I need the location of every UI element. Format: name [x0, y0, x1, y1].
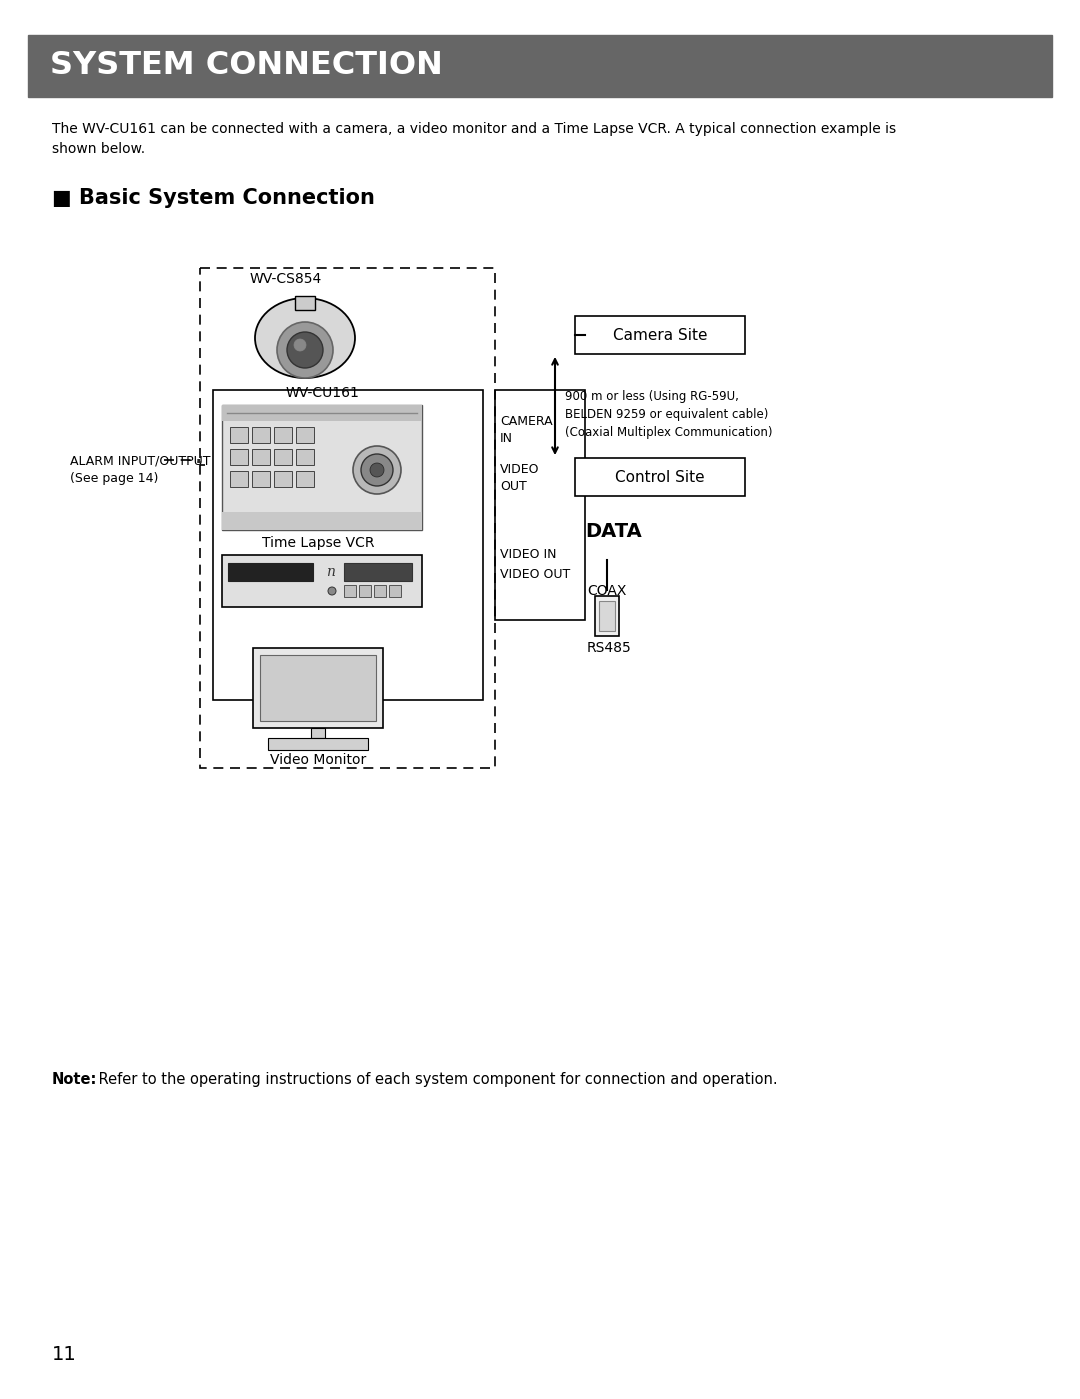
Bar	[222, 512, 422, 530]
Text: VIDEO IN: VIDEO IN	[500, 548, 556, 561]
Bar	[268, 739, 368, 750]
Circle shape	[370, 463, 384, 477]
Bar	[222, 555, 422, 607]
Text: DATA: DATA	[585, 522, 642, 541]
Ellipse shape	[255, 298, 355, 378]
Bar	[345, 585, 356, 597]
Bar	[253, 648, 383, 727]
Bar	[230, 427, 248, 443]
Bar	[575, 316, 745, 354]
Bar	[28, 35, 1052, 97]
Circle shape	[287, 332, 323, 368]
Bar	[359, 585, 372, 597]
Bar	[599, 602, 615, 631]
Bar	[222, 404, 422, 421]
Text: ALARM INPUT/OUTPUT
(See page 14): ALARM INPUT/OUTPUT (See page 14)	[70, 455, 211, 485]
Bar	[345, 562, 411, 581]
Text: RS485: RS485	[588, 641, 632, 655]
Bar	[260, 655, 376, 720]
Text: 900 m or less (Using RG-59U,
BELDEN 9259 or equivalent cable)
(Coaxial Multiplex: 900 m or less (Using RG-59U, BELDEN 9259…	[565, 390, 772, 439]
Circle shape	[276, 322, 333, 378]
Text: Camera Site: Camera Site	[612, 327, 707, 343]
Text: The WV-CU161 can be connected with a camera, a video monitor and a Time Lapse VC: The WV-CU161 can be connected with a cam…	[52, 122, 896, 157]
Circle shape	[361, 455, 393, 485]
Text: ■ Basic System Connection: ■ Basic System Connection	[52, 187, 375, 208]
Bar	[274, 449, 292, 464]
Bar	[389, 585, 401, 597]
Bar	[274, 427, 292, 443]
Text: Refer to the operating instructions of each system component for connection and : Refer to the operating instructions of e…	[94, 1072, 778, 1087]
Bar	[213, 390, 483, 700]
Text: COAX: COAX	[588, 583, 626, 597]
Bar	[252, 427, 270, 443]
Text: Control Site: Control Site	[616, 470, 705, 484]
Bar	[252, 471, 270, 487]
Text: Video Monitor: Video Monitor	[270, 753, 366, 767]
Bar	[595, 596, 619, 637]
Text: Note:: Note:	[52, 1072, 97, 1087]
Bar	[495, 390, 585, 620]
Bar	[222, 404, 422, 530]
Bar	[252, 449, 270, 464]
Text: n: n	[325, 565, 335, 579]
Bar	[296, 471, 314, 487]
Circle shape	[294, 339, 306, 351]
Text: Time Lapse VCR: Time Lapse VCR	[262, 536, 375, 550]
Bar	[230, 449, 248, 464]
Text: SYSTEM CONNECTION: SYSTEM CONNECTION	[50, 50, 443, 81]
Circle shape	[328, 588, 336, 595]
Bar	[295, 297, 315, 311]
Bar	[296, 427, 314, 443]
Bar	[374, 585, 386, 597]
Bar	[228, 562, 313, 581]
Bar	[296, 449, 314, 464]
Bar	[575, 457, 745, 497]
Text: 11: 11	[52, 1344, 77, 1364]
Text: VIDEO
OUT: VIDEO OUT	[500, 463, 540, 492]
Bar	[311, 727, 325, 739]
Text: CAMERA
IN: CAMERA IN	[500, 416, 553, 445]
Bar	[274, 471, 292, 487]
Bar	[230, 471, 248, 487]
Bar	[200, 269, 495, 768]
Circle shape	[353, 446, 401, 494]
Text: VIDEO OUT: VIDEO OUT	[500, 568, 570, 582]
Text: WV-CU161: WV-CU161	[285, 386, 359, 400]
Text: WV-CS854: WV-CS854	[249, 271, 322, 285]
